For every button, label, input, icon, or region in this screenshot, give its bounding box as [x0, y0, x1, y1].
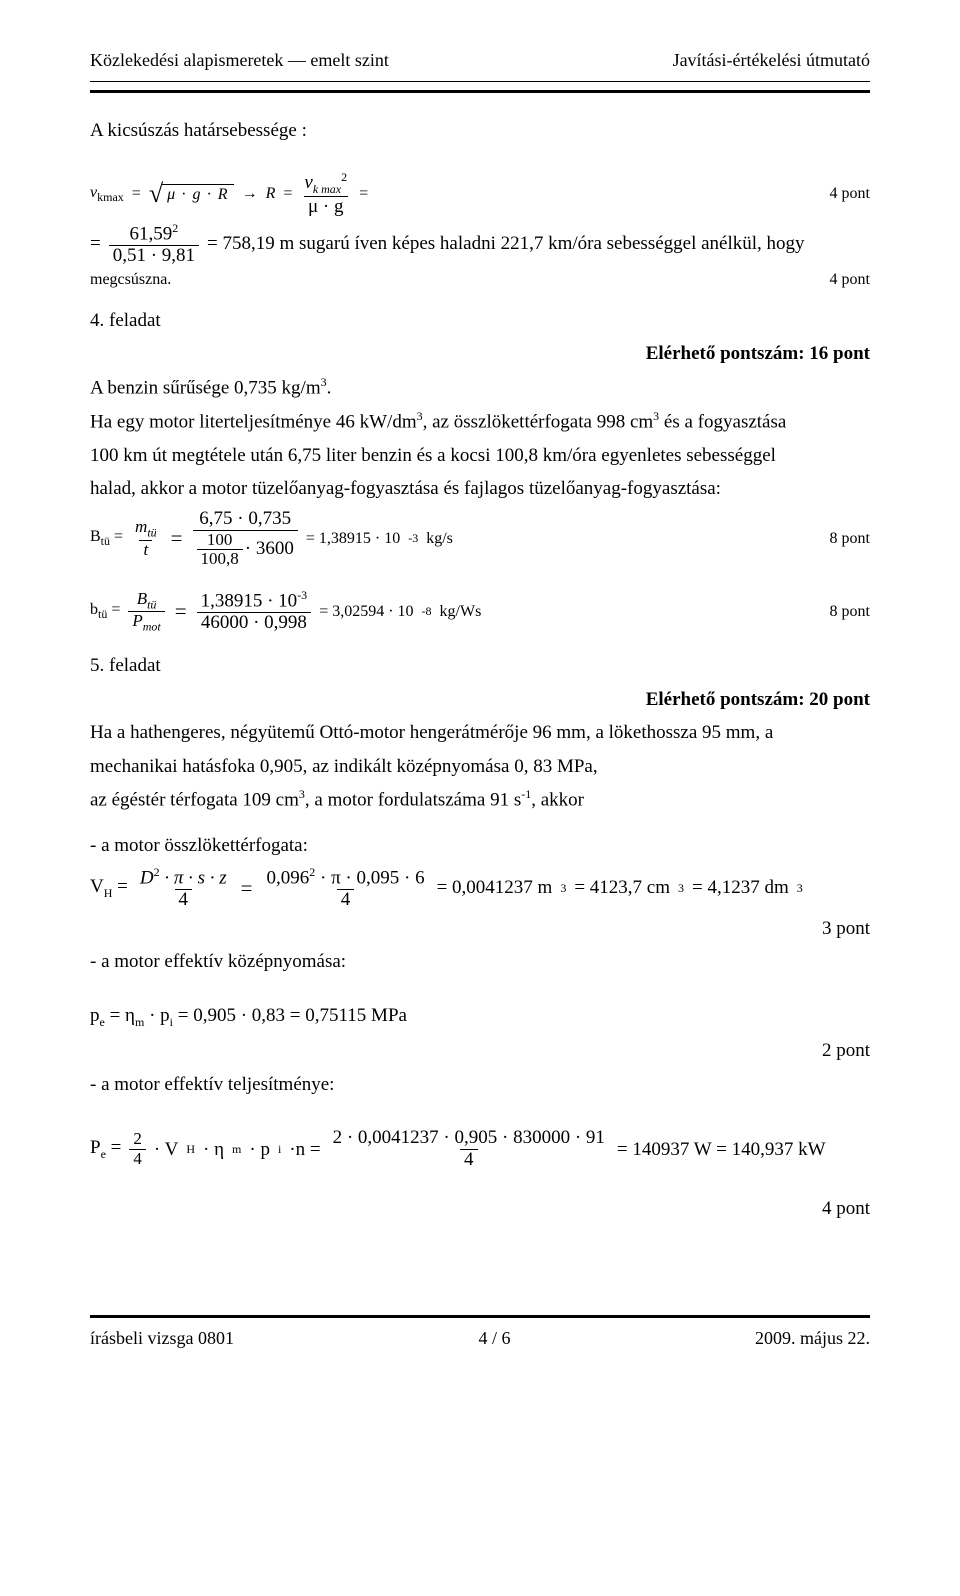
p4-pts-2: 8 pont — [830, 603, 870, 621]
p4-eqb: btü = Btü Pmot = 1,38915 · 10-3 46000 · … — [90, 589, 870, 634]
p5-l2: mechanikai hatásfoka 0,905, az indikált … — [90, 753, 870, 781]
p5-eqVH: VH = D2 · π · s · z 4 = 0,0962 · π · 0,0… — [90, 866, 870, 911]
page-header: Közlekedési alapismeretek — emelt szint … — [90, 50, 870, 71]
header-left: Közlekedési alapismeretek — emelt szint — [90, 50, 389, 71]
footer-center: 4 / 6 — [478, 1328, 510, 1349]
p5-l3: az égéstér térfogata 109 cm3, a motor fo… — [90, 786, 870, 814]
p4-l2: Ha egy motor literteljesítménye 46 kW/dm… — [90, 408, 870, 436]
p3-title: A kicsúszás határsebessége : — [90, 117, 870, 145]
p5-s1: - a motor összlökettérfogata: — [90, 832, 870, 860]
header-rule — [90, 90, 870, 93]
p4-head: 4. feladat — [90, 307, 870, 335]
p5-eq-Pe: Pe = 24 · VH · ηm · pi ·n = 2 · 0,004123… — [90, 1128, 870, 1171]
p5-score: Elérhető pontszám: 20 pont — [90, 686, 870, 714]
p5-pts-3: 4 pont — [90, 1195, 870, 1223]
p3-line3: megcsúszna. 4 pont — [90, 271, 870, 289]
p4-eqB: Btü = mtü t = 6,75 · 0,735 100100,8 · 36… — [90, 509, 870, 569]
p4-pts-1: 8 pont — [830, 530, 870, 548]
p3-pts-2: 4 pont — [830, 271, 870, 289]
p3-eq2: = 61,592 0,51 · 9,81 = 758,19 m sugarú í… — [90, 222, 870, 267]
p5-s2: - a motor effektív középnyomása: — [90, 948, 870, 976]
footer-left: írásbeli vizsga 0801 — [90, 1328, 234, 1349]
p5-s3: - a motor effektív teljesítménye: — [90, 1071, 870, 1099]
p4-l4: halad, akkor a motor tüzelőanyag-fogyasz… — [90, 475, 870, 503]
page-footer: írásbeli vizsga 0801 4 / 6 2009. május 2… — [90, 1328, 870, 1349]
p5-l1: Ha a hathengeres, négyütemű Ottó-motor h… — [90, 719, 870, 747]
p5-eq-pe: pe = ηm · pi = 0,905 · 0,83 = 0,75115 MP… — [90, 1002, 870, 1031]
p4-l3: 100 km út megtétele után 6,75 liter benz… — [90, 442, 870, 470]
p3-eq1: vkmax = μ · g · R →R = vk max2 μ · g = 4… — [90, 171, 870, 218]
p3-pts-1: 4 pont — [830, 185, 870, 203]
p4-score: Elérhető pontszám: 16 pont — [90, 340, 870, 368]
header-rule-thin — [90, 81, 870, 82]
p5-pts-1: 3 pont — [90, 915, 870, 943]
header-right: Javítási-értékelési útmutató — [673, 50, 870, 71]
p5-head: 5. feladat — [90, 652, 870, 680]
p5-pts-2: 2 pont — [90, 1037, 870, 1065]
p4-l1: A benzin sűrűsége 0,735 kg/m3. — [90, 374, 870, 402]
footer-right: 2009. május 22. — [755, 1328, 870, 1349]
footer-rule — [90, 1315, 870, 1318]
